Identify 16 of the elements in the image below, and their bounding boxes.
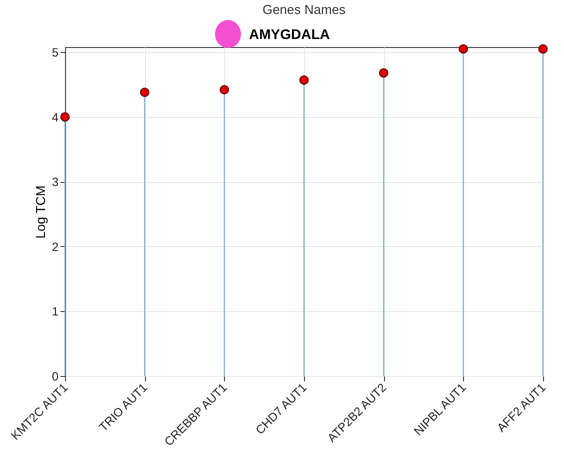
point (60, 112, 70, 122)
y-tick-label: 0 (52, 370, 59, 384)
point (538, 44, 548, 54)
point (220, 85, 230, 94)
point (140, 88, 150, 98)
point (299, 75, 309, 85)
text: AMYGDALA (249, 26, 330, 42)
chart-title: Genes Names (262, 2, 346, 17)
y-tick-label: 1 (52, 304, 59, 319)
y-tick-label: 4 (52, 110, 59, 124)
y-axis-title: Log TCM (32, 185, 48, 239)
point (378, 68, 388, 78)
point (458, 44, 468, 54)
y-tick-label: 3 (52, 175, 59, 190)
y-tick-label: 2 (52, 240, 59, 254)
y-tick-label: 5 (52, 46, 59, 60)
